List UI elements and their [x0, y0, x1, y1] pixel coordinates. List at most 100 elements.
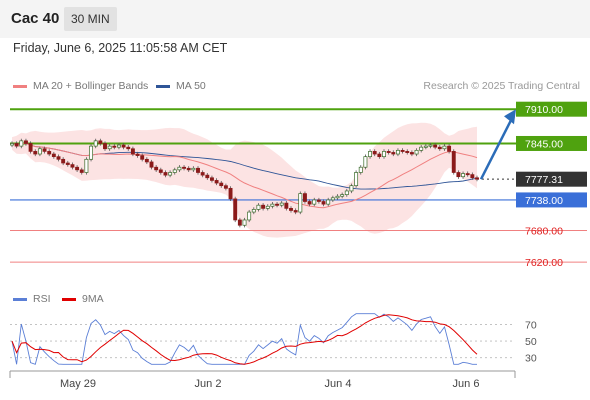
- candle: [126, 145, 131, 151]
- candle: [284, 200, 289, 211]
- candle-body: [107, 145, 112, 150]
- candle-body: [10, 143, 14, 146]
- candle-body: [344, 190, 349, 195]
- candle: [391, 150, 396, 157]
- rsi-line: [11, 313, 477, 365]
- candle: [107, 144, 112, 151]
- candle: [442, 144, 447, 151]
- candle: [75, 165, 80, 172]
- candle: [433, 142, 438, 150]
- candle: [182, 165, 186, 171]
- candle: [47, 149, 52, 157]
- legend-9ma: 9MA: [62, 293, 104, 305]
- candle-body: [423, 145, 428, 148]
- candle: [19, 138, 24, 149]
- candle-body: [177, 166, 182, 171]
- candle-body: [284, 202, 289, 209]
- candle: [405, 149, 410, 155]
- candle: [279, 200, 284, 208]
- candle: [154, 165, 159, 172]
- candle: [475, 175, 479, 182]
- candle-body: [307, 201, 312, 205]
- candle: [382, 149, 386, 159]
- candle-body: [405, 151, 410, 153]
- candle: [10, 141, 14, 148]
- candle-body: [461, 173, 466, 178]
- candle: [270, 202, 275, 209]
- candle-body: [275, 203, 280, 206]
- candle: [24, 138, 28, 146]
- candle-body: [228, 187, 233, 200]
- candle: [172, 167, 177, 175]
- legend-ma20-label: MA 20 + Bollinger Bands: [33, 80, 149, 92]
- candle-body: [270, 203, 275, 207]
- candle-body: [75, 166, 80, 171]
- instrument-title: Cac 40: [11, 10, 60, 27]
- candle: [358, 165, 363, 175]
- source-credit: Research © 2025 Trading Central: [423, 80, 580, 92]
- rsi-tick-30: 30: [525, 353, 537, 365]
- candle: [163, 170, 168, 178]
- candle: [210, 175, 214, 183]
- candlesticks: [10, 138, 479, 228]
- rsi-9ma-line: [11, 314, 478, 365]
- candle: [456, 170, 461, 179]
- candle-body: [330, 197, 335, 201]
- candle: [335, 194, 340, 200]
- candle-body: [237, 219, 242, 226]
- candle-body: [51, 153, 56, 158]
- level-label-7620.00: 7620.00: [525, 257, 563, 269]
- candle: [61, 157, 66, 166]
- level-label-7680.00: 7680.00: [525, 226, 563, 238]
- candle: [177, 165, 182, 172]
- candle: [79, 167, 84, 175]
- candle-body: [372, 151, 377, 155]
- legend-rsi: RSI: [13, 293, 51, 305]
- candle-body: [61, 158, 66, 164]
- candle: [140, 153, 145, 162]
- candle-body: [451, 151, 456, 173]
- candle-body: [456, 172, 461, 178]
- candle: [326, 197, 331, 207]
- rsi-tick-50: 50: [525, 336, 537, 348]
- level-label-7738.00: 7738.00: [525, 195, 563, 207]
- candle: [228, 186, 233, 201]
- candle-body: [37, 148, 42, 155]
- candle-body: [303, 193, 307, 202]
- candle: [242, 217, 247, 228]
- candle: [372, 149, 377, 157]
- candle-body: [219, 182, 224, 187]
- candle: [256, 203, 261, 212]
- candle-body: [358, 166, 363, 173]
- candle-body: [19, 140, 24, 147]
- candle: [158, 167, 163, 175]
- candle-body: [368, 151, 373, 158]
- candle: [121, 142, 126, 150]
- candle: [400, 148, 405, 154]
- candle: [42, 146, 47, 154]
- candle-body: [233, 198, 238, 221]
- candle-body: [214, 180, 219, 184]
- candle-body: [316, 199, 321, 202]
- candle-body: [196, 167, 200, 173]
- candle-body: [42, 148, 47, 152]
- level-tag-7845.00: [516, 135, 587, 151]
- level-labels: 7910.00 7845.00 7777.31 7738.00 7680.00 7620.…: [516, 101, 587, 269]
- candle: [437, 145, 442, 151]
- legend-ma50-label: MA 50: [176, 80, 206, 92]
- candle: [340, 192, 345, 199]
- candle-body: [396, 149, 400, 155]
- candle-body: [465, 173, 470, 176]
- timeframe-button[interactable]: 30 MIN: [64, 7, 117, 31]
- candle: [186, 166, 191, 172]
- candle: [116, 142, 121, 150]
- candle-body: [126, 146, 131, 150]
- candle-body: [130, 148, 135, 155]
- candle: [14, 141, 19, 149]
- candle-body: [149, 161, 154, 168]
- candle-body: [256, 204, 261, 210]
- rsi-panel: 70 50 30: [10, 313, 537, 365]
- candle-body: [47, 151, 52, 155]
- candle-body: [144, 158, 149, 163]
